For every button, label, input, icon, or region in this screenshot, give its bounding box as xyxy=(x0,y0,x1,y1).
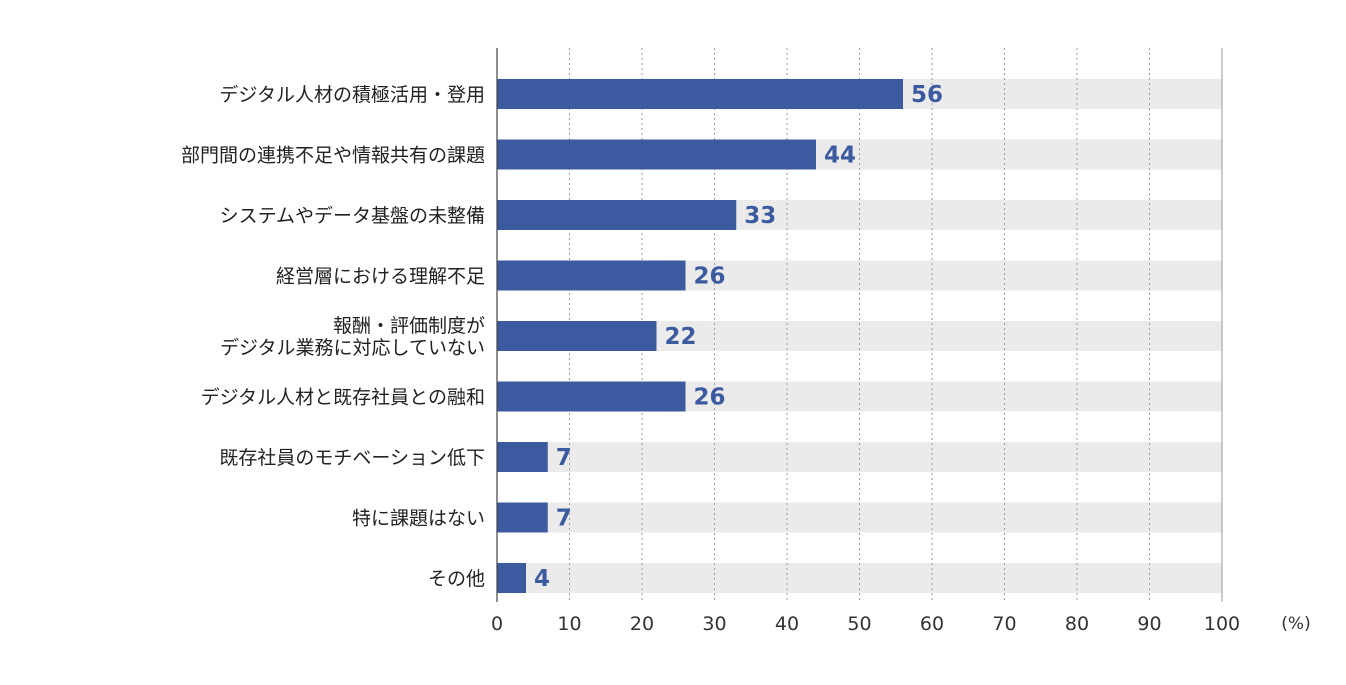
x-tick-label: 30 xyxy=(702,613,726,635)
category-label: デジタル人材の積極活用・登用 xyxy=(219,84,485,106)
x-tick-label: 20 xyxy=(630,613,654,635)
bar xyxy=(497,563,526,593)
value-label: 7 xyxy=(556,506,572,532)
bar xyxy=(497,381,686,412)
category-labels: デジタル人材の積極活用・登用部門間の連携不足や情報共有の課題システムやデータ基盤… xyxy=(181,84,485,590)
x-tick-label: 10 xyxy=(557,613,581,635)
bar-track xyxy=(497,442,1222,472)
category-label: デジタル人材と既存社員との融和 xyxy=(201,387,485,409)
x-tick-labels: 0 10 20 30 40 50 60 70 80 90 100 xyxy=(491,613,1240,635)
bars xyxy=(497,79,903,593)
bar xyxy=(497,200,737,230)
x-unit-label: (%) xyxy=(1281,614,1310,634)
value-label: 26 xyxy=(694,385,726,411)
category-label: システムやデータ基盤の未整備 xyxy=(220,205,485,227)
x-tick-label: 40 xyxy=(775,613,799,635)
value-label: 4 xyxy=(534,566,550,592)
value-label: 26 xyxy=(694,264,726,290)
x-tick-label: 50 xyxy=(847,613,871,635)
bar-track xyxy=(497,502,1222,533)
bar xyxy=(497,442,548,472)
category-label: 経営層における理解不足 xyxy=(276,266,485,288)
value-label: 33 xyxy=(744,203,776,229)
category-label: 報酬・評価制度がデジタル業務に対応していない xyxy=(220,315,485,359)
bar xyxy=(497,260,686,291)
x-tick-label: 80 xyxy=(1065,613,1089,635)
bar xyxy=(497,139,816,170)
x-tick-label: 60 xyxy=(920,613,944,635)
category-label: 特に課題はない xyxy=(352,508,485,530)
value-labels: 56 44 33 26 22 26 7 7 4 xyxy=(534,82,943,592)
category-label: 部門間の連携不足や情報共有の課題 xyxy=(181,145,485,167)
bar xyxy=(497,79,903,109)
x-tick-label: 70 xyxy=(992,613,1016,635)
category-label: その他 xyxy=(428,568,485,590)
value-label: 22 xyxy=(665,324,697,350)
bar xyxy=(497,502,548,533)
value-label: 56 xyxy=(911,82,943,108)
x-tick-label: 100 xyxy=(1204,613,1240,635)
category-label: 既存社員のモチベーション低下 xyxy=(219,447,485,469)
value-label: 7 xyxy=(556,445,572,471)
x-tick-label: 90 xyxy=(1137,613,1161,635)
bar xyxy=(497,321,657,351)
x-tick-label: 0 xyxy=(491,613,503,635)
value-label: 44 xyxy=(824,143,856,169)
